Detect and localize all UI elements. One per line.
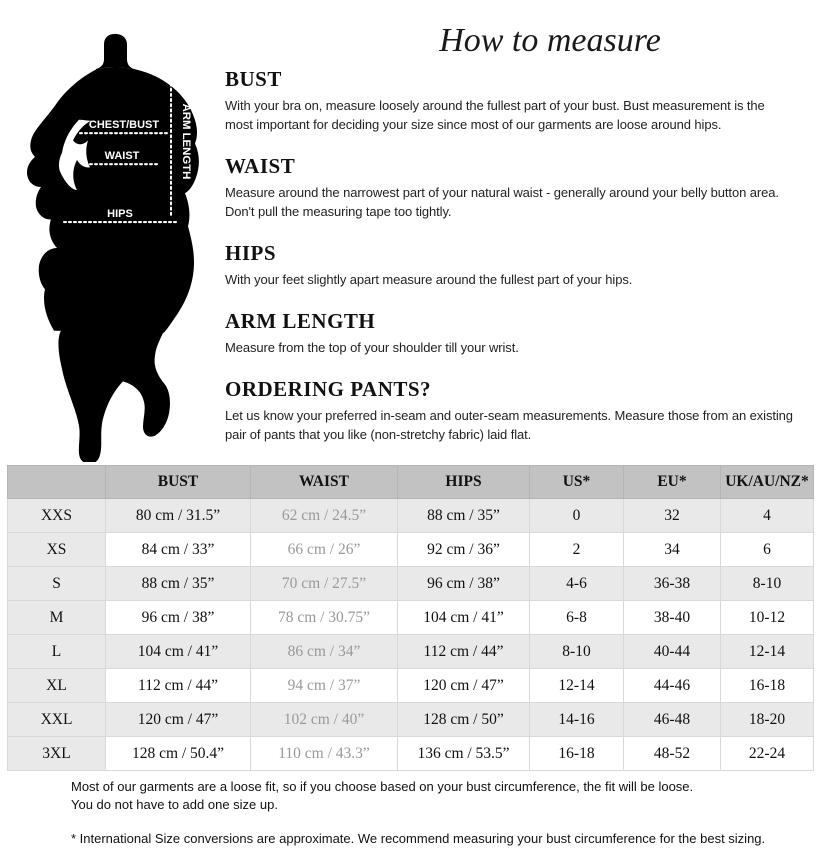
svg-text:HIPS: HIPS [107, 208, 133, 220]
svg-text:CHEST/BUST: CHEST/BUST [89, 119, 159, 131]
svg-text:ARM LENGTH: ARM LENGTH [180, 104, 192, 180]
svg-text:WAIST: WAIST [105, 150, 140, 162]
